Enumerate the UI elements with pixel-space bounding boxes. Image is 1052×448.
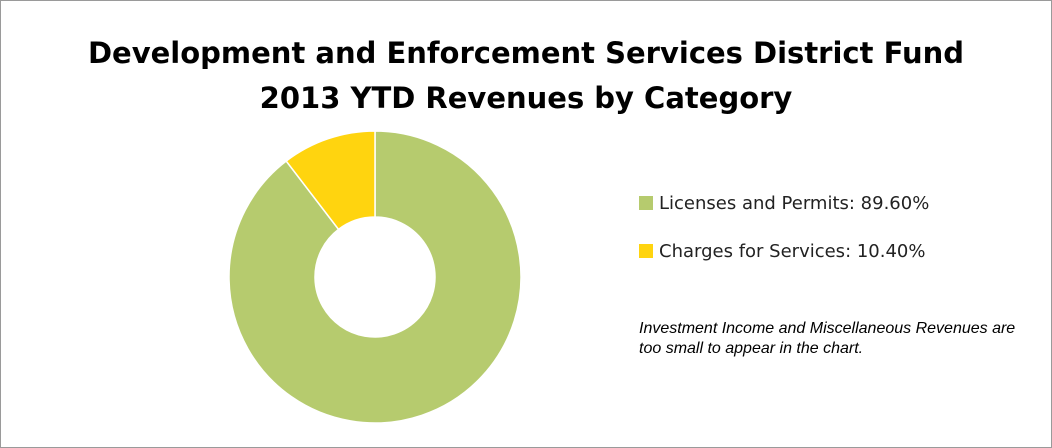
legend-label-charges-for-services: Charges for Services: 10.40%: [659, 240, 926, 262]
legend-swatch-charges-for-services: [639, 244, 653, 258]
chart-title-line-1: Development and Enforcement Services Dis…: [87, 36, 964, 70]
donut-chart: [228, 130, 522, 424]
chart-title: Development and Enforcement Services Dis…: [1, 31, 1051, 121]
legend-label-licenses-and-permits: Licenses and Permits: 89.60%: [659, 192, 930, 214]
legend-item-licenses-and-permits: Licenses and Permits: 89.60%: [639, 189, 929, 217]
chart-title-line-2: 2013 YTD Revenues by Category: [259, 81, 793, 115]
legend-swatch-licenses-and-permits: [639, 196, 653, 210]
legend-item-charges-for-services: Charges for Services: 10.40%: [639, 237, 929, 265]
donut-slice-charges-for-services: [285, 130, 376, 231]
chart-footnote: Investment Income and Miscellaneous Reve…: [639, 320, 1016, 357]
donut-slice-licenses-and-permits: [228, 130, 522, 424]
chart-legend: Licenses and Permits: 89.60% Charges for…: [639, 189, 929, 285]
